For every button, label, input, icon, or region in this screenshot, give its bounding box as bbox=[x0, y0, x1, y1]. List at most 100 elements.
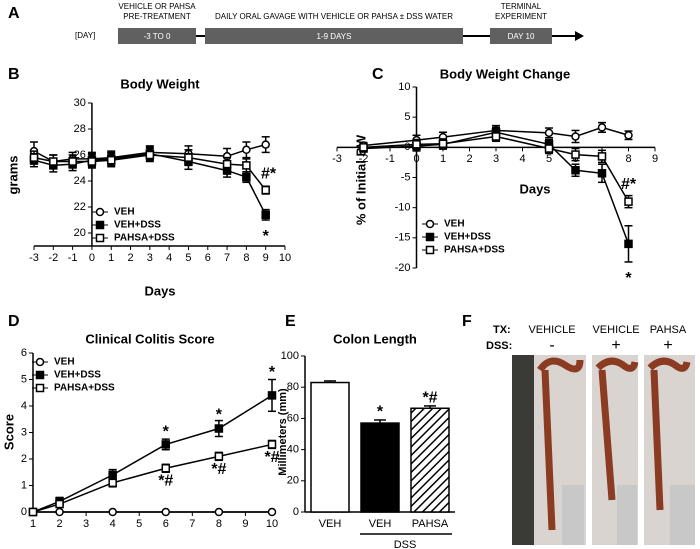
x-tick-label: 1 bbox=[440, 153, 446, 165]
marker bbox=[68, 157, 77, 166]
legend-label: VEH bbox=[444, 219, 465, 230]
marker bbox=[108, 470, 117, 480]
marker bbox=[55, 507, 64, 517]
annotation: *# bbox=[264, 449, 279, 466]
y-tick-label: -10 bbox=[395, 202, 411, 214]
chart-title: Colon Length bbox=[333, 331, 417, 346]
chart-title: Clinical Colitis Score bbox=[85, 331, 214, 346]
y-tick-label: 10 bbox=[398, 81, 410, 93]
legend-marker bbox=[95, 233, 105, 243]
series-line bbox=[33, 143, 266, 163]
marker bbox=[161, 507, 171, 517]
y-tick-label: 24 bbox=[74, 175, 86, 187]
legend-label: VEH+DSS bbox=[54, 370, 101, 381]
phase-heading: DAILY ORAL GAVAGE WITH VEHICLE OR PAHSA … bbox=[215, 12, 453, 21]
arrow-head bbox=[575, 31, 584, 41]
x-tick-label: 5 bbox=[185, 252, 191, 264]
x-tick-label: 4 bbox=[110, 518, 116, 530]
marker bbox=[571, 150, 580, 159]
y-tick-label: 30 bbox=[74, 97, 86, 109]
annotation: #* bbox=[261, 166, 277, 183]
x-tick-label: 0 bbox=[413, 153, 419, 165]
panel-label: D bbox=[8, 313, 20, 330]
marker bbox=[261, 185, 270, 195]
y-tick-label: 0 bbox=[21, 506, 27, 518]
x-tick-label: VEH bbox=[369, 518, 392, 530]
bar bbox=[310, 381, 350, 513]
x-tick-label: -3 bbox=[29, 252, 39, 264]
day-label: [DAY] bbox=[75, 31, 95, 40]
row-label: TX: bbox=[493, 324, 511, 336]
marker bbox=[222, 159, 232, 169]
x-tick-label: 1 bbox=[30, 518, 36, 530]
marker bbox=[597, 123, 607, 132]
phase-box bbox=[205, 28, 463, 44]
x-tick-label: 9 bbox=[652, 153, 658, 165]
y-axis-label: grams bbox=[5, 155, 20, 194]
annotation: * bbox=[377, 403, 384, 420]
tx-label: VEHICLE bbox=[592, 324, 639, 336]
mask bbox=[670, 485, 695, 545]
legend-label: VEH+DSS bbox=[114, 220, 161, 231]
y-axis-label: % of Initial BW bbox=[353, 134, 368, 225]
x-tick-label: 9 bbox=[242, 518, 248, 530]
y-axis-label: Score bbox=[1, 414, 16, 450]
x-tick-label: 8 bbox=[243, 252, 249, 264]
marker bbox=[242, 172, 251, 182]
x-tick-label: -2 bbox=[359, 153, 369, 165]
dss-label: + bbox=[611, 337, 620, 354]
annotation: #* bbox=[621, 176, 637, 193]
phase-heading: VEHICLE OR PAHSA bbox=[118, 2, 196, 11]
x-tick-label: -2 bbox=[48, 252, 58, 264]
x-tick-label: 5 bbox=[546, 153, 552, 165]
marker bbox=[214, 424, 224, 433]
marker bbox=[29, 153, 39, 162]
x-tick-label: 7 bbox=[189, 518, 195, 530]
marker bbox=[106, 155, 116, 165]
marker bbox=[49, 157, 58, 166]
x-tick-label: 9 bbox=[263, 252, 269, 264]
marker bbox=[491, 132, 501, 141]
panel-label: E bbox=[285, 313, 296, 330]
y-axis-label: Millimeters (mm) bbox=[277, 388, 289, 476]
y-tick-label: 5 bbox=[404, 111, 410, 123]
y-tick-label: 4 bbox=[21, 400, 27, 412]
marker bbox=[597, 169, 607, 178]
mask bbox=[562, 485, 584, 545]
marker bbox=[108, 507, 117, 517]
marker bbox=[267, 440, 277, 449]
marker bbox=[624, 197, 633, 206]
marker bbox=[214, 452, 224, 461]
x-tick-label: 3 bbox=[83, 518, 89, 530]
legend-label: PAHSA+DSS bbox=[54, 383, 115, 394]
phase-days: DAY 10 bbox=[508, 32, 535, 41]
marker bbox=[267, 507, 277, 517]
y-tick-label: -15 bbox=[395, 232, 411, 244]
phase-heading: EXPERIMENT bbox=[495, 12, 547, 21]
x-tick-label: 8 bbox=[625, 153, 631, 165]
phase-days: -3 TO 0 bbox=[144, 32, 171, 41]
x-tick-label: 5 bbox=[136, 518, 142, 530]
legend-label: PAHSA+DSS bbox=[114, 233, 175, 244]
x-axis-label: Days bbox=[519, 181, 550, 196]
x-tick-label: 0 bbox=[89, 252, 95, 264]
legend-marker bbox=[35, 357, 45, 367]
x-tick-label: -1 bbox=[68, 252, 78, 264]
annotation: *# bbox=[422, 389, 437, 406]
marker bbox=[438, 139, 448, 148]
marker bbox=[145, 150, 155, 160]
annotation: * bbox=[263, 228, 270, 245]
colon bbox=[537, 357, 584, 531]
legend-marker bbox=[95, 207, 105, 217]
series-line bbox=[32, 443, 273, 513]
y-tick-label: 100 bbox=[281, 350, 299, 362]
legend-marker bbox=[425, 219, 435, 229]
series-line bbox=[363, 131, 630, 245]
colon bbox=[647, 357, 691, 511]
annotation: * bbox=[625, 270, 632, 287]
marker bbox=[242, 161, 251, 170]
marker bbox=[55, 499, 64, 509]
x-tick-label: 4 bbox=[519, 153, 525, 165]
annotation: * bbox=[216, 406, 223, 423]
